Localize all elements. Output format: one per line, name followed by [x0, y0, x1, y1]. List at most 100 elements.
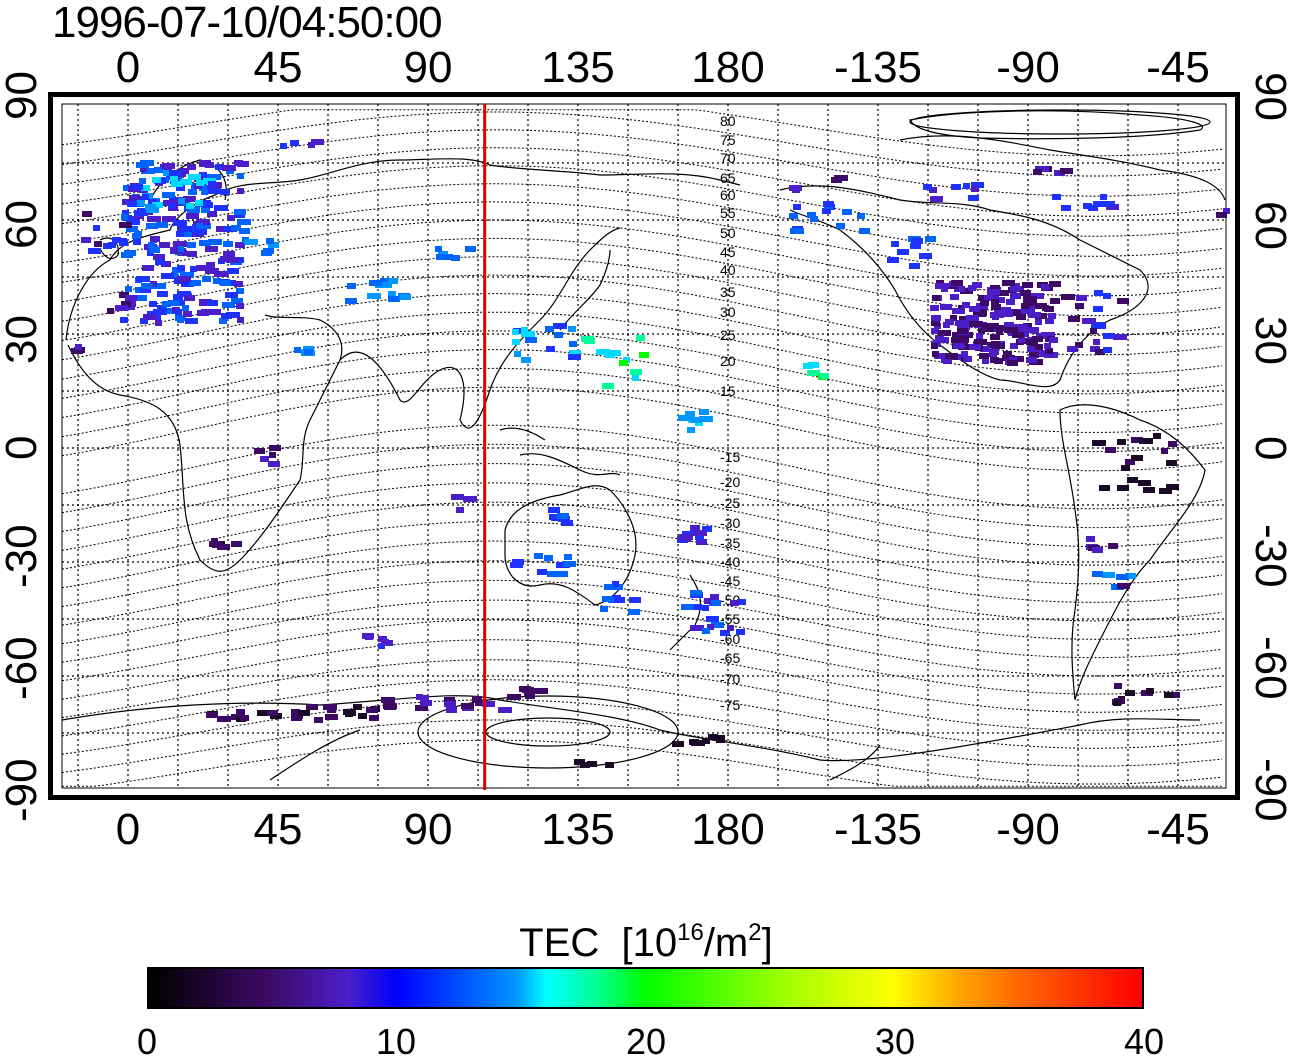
- tec-pixel: [196, 223, 203, 229]
- tec-pixel: [185, 318, 198, 324]
- tec-pixel: [235, 257, 244, 263]
- tec-pixel: [222, 165, 236, 171]
- tec-pixel: [304, 349, 313, 355]
- tec-pixel: [954, 286, 965, 292]
- tec-pixel: [325, 714, 338, 720]
- lat-tick-right: -30: [1246, 524, 1292, 588]
- tec-pixel: [177, 317, 184, 323]
- tec-pixel: [143, 314, 157, 320]
- lon-tick-top: -45: [1146, 43, 1210, 92]
- tec-pixel: [388, 278, 398, 284]
- tec-pixel: [108, 242, 116, 248]
- tec-pixel: [93, 225, 100, 231]
- tec-pixel: [121, 301, 131, 307]
- contour-line: [61, 579, 1223, 659]
- tec-pixel: [153, 216, 161, 222]
- tec-pixel: [206, 300, 218, 306]
- tec-pixel: [139, 178, 146, 184]
- tec-pixel: [298, 710, 310, 716]
- tec-pixel: [959, 316, 967, 322]
- tec-pixel: [156, 222, 168, 228]
- tec-pixel: [187, 207, 200, 213]
- tec-pixel: [141, 185, 150, 191]
- tec-pixel: [162, 301, 171, 307]
- tec-pixel: [122, 199, 131, 205]
- lon-tick-bottom: 0: [115, 805, 141, 854]
- tec-pixel: [699, 409, 709, 415]
- tec-pixel: [203, 200, 211, 206]
- lon-tick-bottom: 180: [691, 805, 765, 854]
- tec-pixel: [420, 700, 432, 706]
- tec-pixel: [1052, 194, 1061, 200]
- tec-pixel: [170, 175, 178, 181]
- tec-pixel: [1127, 477, 1138, 483]
- tec-pixel: [1012, 332, 1024, 338]
- tec-pixel: [548, 507, 560, 513]
- tec-pixel: [314, 717, 323, 723]
- tec-pixel: [974, 339, 987, 345]
- contour-label: -45: [720, 573, 740, 589]
- tec-pixel: [175, 309, 182, 315]
- tec-pixel: [808, 362, 819, 368]
- tec-pixel: [1035, 319, 1042, 325]
- tec-pixel: [125, 295, 137, 301]
- tec-pixel: [1018, 337, 1025, 343]
- tec-pixel: [510, 562, 523, 568]
- contour-label: 65: [720, 170, 736, 186]
- tec-pixel: [199, 172, 207, 178]
- tec-pixel: [237, 173, 244, 179]
- tec-pixel: [227, 268, 239, 274]
- tec-pixel: [945, 353, 958, 359]
- tec-pixel: [989, 351, 997, 357]
- tec-pixel: [957, 324, 970, 330]
- tec-pixel: [969, 344, 981, 350]
- tec-pixel: [137, 200, 145, 206]
- tec-pixel: [170, 247, 178, 253]
- tec-pixel: [909, 263, 920, 269]
- tec-pixel: [461, 703, 474, 709]
- tec-pixel: [134, 295, 147, 301]
- tec-pixel: [1125, 690, 1135, 696]
- tec-pixel: [133, 239, 141, 245]
- tec-pixel: [1117, 485, 1129, 491]
- tec-pixel: [507, 694, 521, 700]
- lon-tick-top: 0: [115, 43, 141, 92]
- tec-pixel: [1045, 348, 1053, 354]
- contour-label: -25: [720, 495, 740, 511]
- tec-pixel: [842, 209, 852, 215]
- tec-pixel: [935, 283, 949, 289]
- contour-label: 20: [720, 353, 736, 369]
- contour-line: [61, 463, 1223, 547]
- contour-line: [61, 639, 1223, 713]
- tec-pixel: [525, 337, 537, 343]
- contour-line: [61, 659, 1223, 731]
- tec-pixel: [546, 346, 555, 352]
- tec-pixel: [291, 709, 300, 715]
- tec-pixel: [399, 294, 411, 300]
- tec-pixel: [736, 629, 745, 635]
- tec-pixel: [628, 609, 640, 615]
- tec-pixel: [1090, 328, 1097, 334]
- tec-pixel: [268, 242, 279, 248]
- tec-pixel: [188, 174, 201, 180]
- tec-pixel: [254, 448, 265, 454]
- lat-tick-right: 60: [1246, 200, 1292, 250]
- tec-pixel: [1020, 290, 1031, 296]
- tec-pixel: [367, 293, 381, 299]
- tec-pixel: [226, 257, 239, 263]
- tec-pixel: [992, 314, 999, 320]
- tec-pixel: [1093, 201, 1107, 207]
- tec-pixel: [1042, 305, 1049, 311]
- tec-pixel: [1103, 333, 1115, 339]
- tec-pixel: [177, 265, 185, 271]
- tec-pixel: [184, 295, 195, 301]
- tec-pixel: [1102, 572, 1115, 578]
- tec-pixel: [961, 351, 968, 357]
- tec-pixel: [521, 331, 535, 337]
- tec-pixel: [612, 581, 619, 587]
- tec-pixel: [923, 184, 932, 190]
- tec-pixel: [451, 255, 460, 261]
- contour-line: [61, 201, 1223, 277]
- tec-pixel: [234, 209, 246, 215]
- tec-pixel: [1041, 332, 1055, 338]
